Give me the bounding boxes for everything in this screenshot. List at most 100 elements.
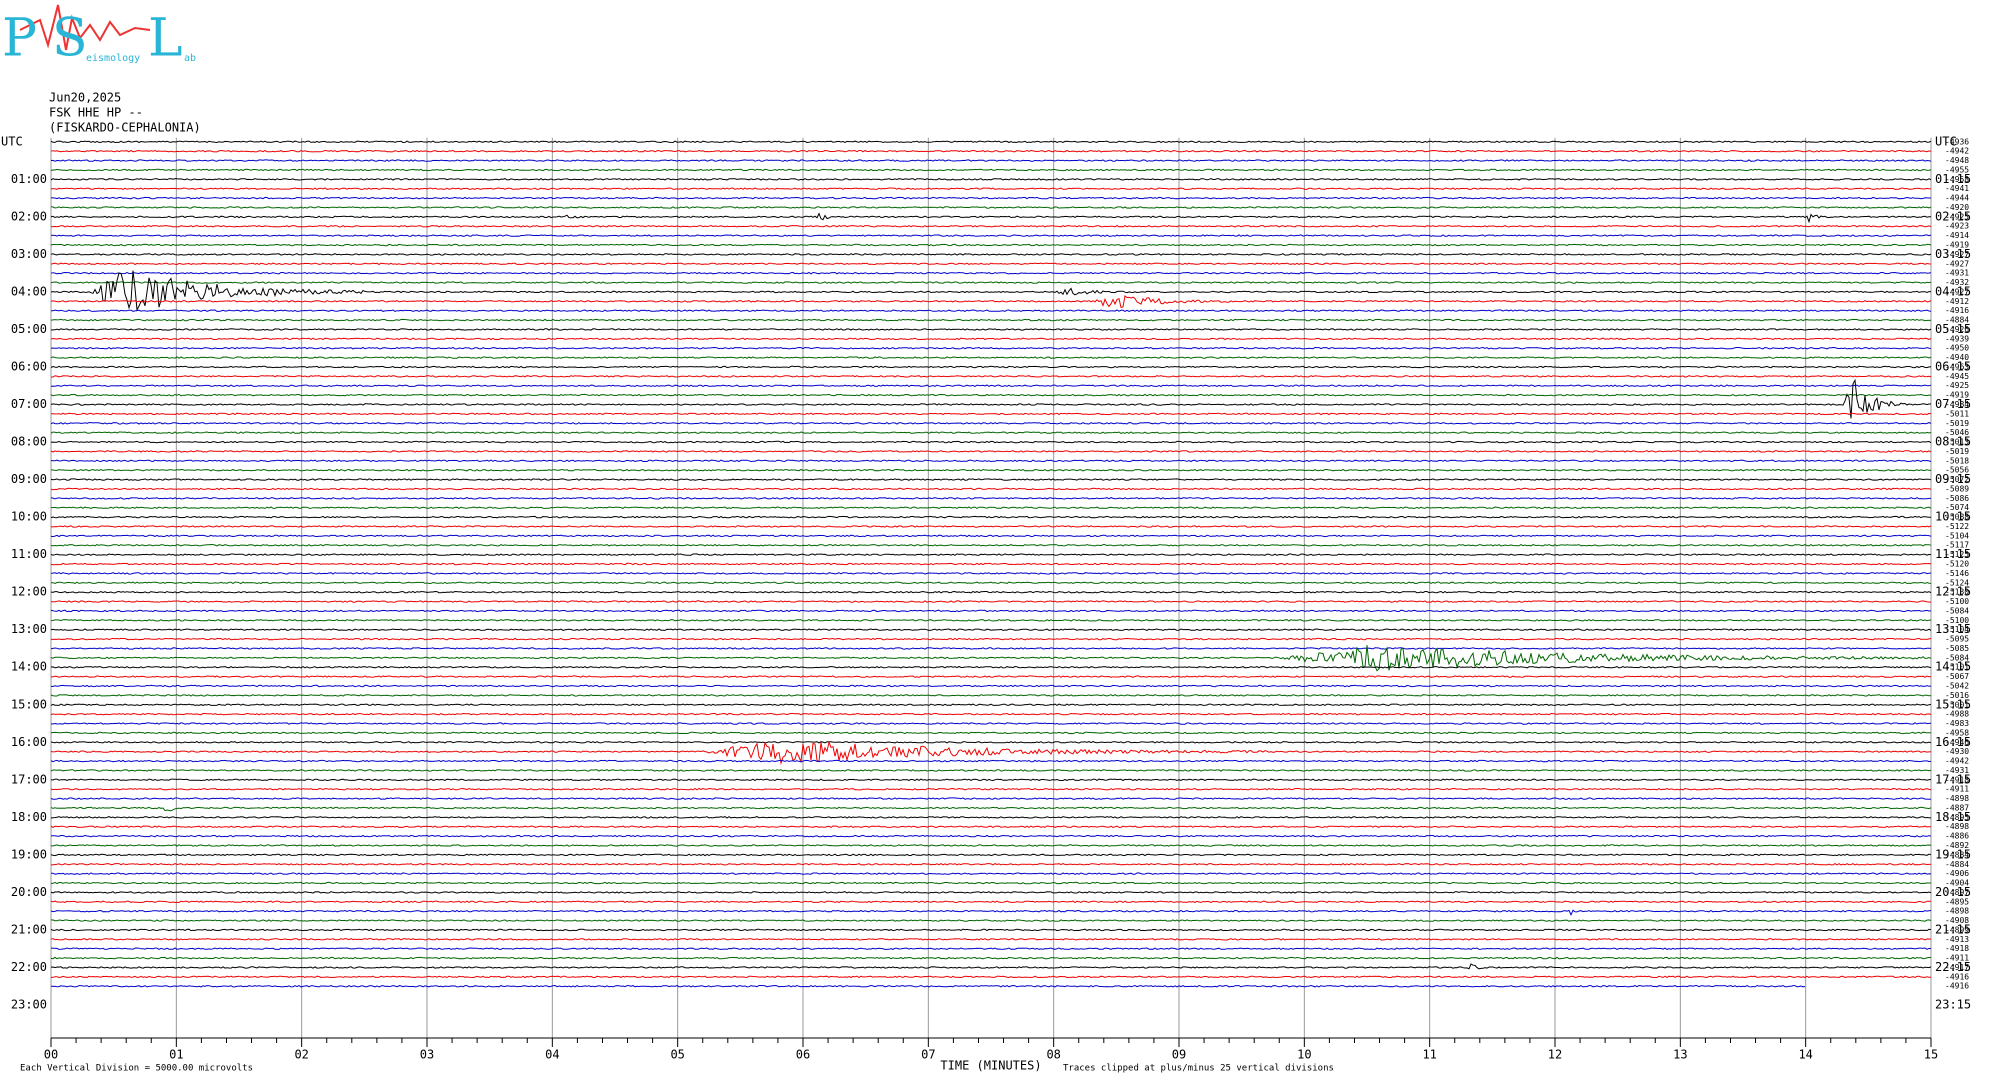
trace <box>50 816 1932 819</box>
trace <box>50 787 1932 791</box>
trace-offset: -5120 <box>1945 560 1969 569</box>
hour-label: 11:00 <box>11 547 47 561</box>
hour-label: 16:00 <box>11 735 47 749</box>
trace-offset: -4911 <box>1945 785 1969 794</box>
x-tick-label: 10 <box>1297 1048 1311 1062</box>
trace-offset: -4931 <box>1945 269 1969 278</box>
trace <box>50 769 1932 772</box>
trace-offset: -4926 <box>1945 325 1969 334</box>
location: (FISKARDO-CEPHALONIA) <box>49 121 201 135</box>
trace <box>50 187 1932 190</box>
logo: P S L eismology ab <box>2 4 196 69</box>
trace-offset: -4887 <box>1945 803 1969 812</box>
trace <box>50 947 1932 950</box>
trace-offset: -4963 <box>1945 362 1969 371</box>
hour-label-right: 03:15 <box>1935 247 1971 261</box>
hour-label: 22:00 <box>11 960 47 974</box>
trace-offset: -4898 <box>1945 794 1969 803</box>
trace-offset: -5072 <box>1945 475 1969 484</box>
trace-offset: -4886 <box>1945 832 1969 841</box>
trace <box>50 731 1932 735</box>
x-tick-label: 04 <box>545 1048 559 1062</box>
date: Jun20,2025 <box>49 91 121 105</box>
trace <box>50 422 1932 425</box>
trace <box>51 581 1932 585</box>
trace-offset: -5011 <box>1945 409 1969 418</box>
trace <box>50 645 1932 672</box>
trace <box>50 281 1932 284</box>
trace <box>50 647 1932 650</box>
trace-offset: -5085 <box>1945 644 1969 653</box>
hour-label: 05:00 <box>11 322 47 336</box>
trace <box>50 440 1932 444</box>
trace <box>51 309 1932 312</box>
trace-offset: -5089 <box>1945 484 1969 493</box>
hour-label: 19:00 <box>11 847 47 861</box>
trace-offset: -5104 <box>1945 531 1969 540</box>
trace <box>50 525 1932 528</box>
hour-label: UTC <box>1 134 23 148</box>
hour-label-right: 19:15 <box>1935 847 1971 861</box>
hour-label-right: 22:15 <box>1935 960 1971 974</box>
trace <box>50 759 1932 763</box>
hour-label-right: 14:15 <box>1935 660 1971 674</box>
x-tick-label: 14 <box>1798 1048 1812 1062</box>
trace-offset: -5086 <box>1945 494 1969 503</box>
x-tick-label: 13 <box>1673 1048 1687 1062</box>
hour-label-right: 20:15 <box>1935 885 1971 899</box>
trace <box>50 919 1932 922</box>
trace-offset: -4918 <box>1945 944 1969 953</box>
trace <box>50 543 1932 547</box>
hour-label: 09:00 <box>11 472 47 486</box>
trace <box>50 534 1932 538</box>
x-tick-label: 02 <box>294 1048 308 1062</box>
trace <box>50 294 1932 309</box>
trace <box>50 178 1932 181</box>
trace <box>50 553 1932 556</box>
trace-offset: -5046 <box>1945 428 1969 437</box>
hour-label-right: 18:15 <box>1935 810 1971 824</box>
trace-offset: -4920 <box>1945 203 1969 212</box>
trace <box>50 168 1932 172</box>
trace-offset: -4916 <box>1945 972 1969 981</box>
trace <box>50 618 1932 622</box>
trace-offset: -5067 <box>1945 672 1969 681</box>
hour-label: 23:00 <box>11 997 47 1011</box>
trace <box>50 412 1932 416</box>
trace-offset: -4946 <box>1945 738 1969 747</box>
hour-label: 12:00 <box>11 585 47 599</box>
trace <box>50 262 1932 266</box>
hour-label: 17:00 <box>11 772 47 786</box>
trace <box>50 684 1932 688</box>
trace-offset: -4939 <box>1945 334 1969 343</box>
hour-label: 10:00 <box>11 510 47 524</box>
trace-offset: -4936 <box>1945 137 1969 146</box>
trace <box>50 694 1932 697</box>
trace-offset: -4884 <box>1945 850 1969 859</box>
trace-offset: -4884 <box>1945 316 1969 325</box>
trace <box>50 140 1932 144</box>
trace-offset: -5104 <box>1945 625 1969 634</box>
trace <box>51 863 1932 866</box>
trace-offset: -5056 <box>1945 466 1969 475</box>
trace-offset: -4948 <box>1945 156 1969 165</box>
trace-offset: -4930 <box>1945 747 1969 756</box>
trace <box>50 834 1932 838</box>
trace-offset: -4944 <box>1945 194 1969 203</box>
trace <box>50 562 1932 566</box>
trace-offset: -4916 <box>1945 982 1969 991</box>
trace <box>50 459 1932 463</box>
trace-offset: -4895 <box>1945 897 1969 906</box>
trace-offset: -5074 <box>1945 503 1969 512</box>
hour-label: 08:00 <box>11 435 47 449</box>
trace-offset: -5130 <box>1945 588 1969 597</box>
x-tick-label: 00 <box>44 1048 58 1062</box>
trace-offset: -4942 <box>1945 147 1969 156</box>
trace <box>51 375 1932 378</box>
hour-label-right: 23:15 <box>1935 997 1971 1011</box>
hour-label: 01:00 <box>11 172 47 186</box>
trace-offset: -4911 <box>1945 954 1969 963</box>
hour-label-right: 15:15 <box>1935 697 1971 711</box>
trace-offset: -4958 <box>1945 175 1969 184</box>
trace <box>50 431 1932 434</box>
